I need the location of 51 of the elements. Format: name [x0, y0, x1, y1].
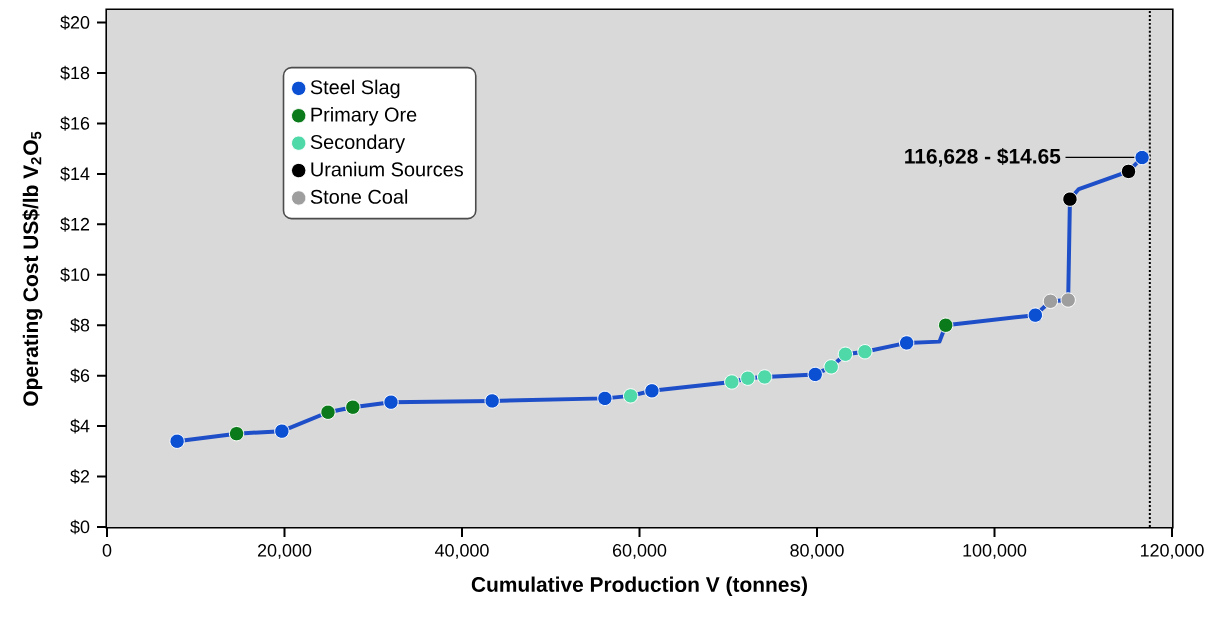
y-tick-label: $4: [70, 418, 90, 434]
point: [740, 370, 756, 386]
legend-label: Stone Coal: [310, 189, 408, 204]
legend-label: Primary Ore: [311, 107, 417, 126]
x-axis-title: Cumulative Production V (tonnes): [471, 576, 807, 597]
y-tick-label: $20: [60, 15, 90, 30]
x-tick-label: 0: [102, 544, 112, 557]
point: [724, 374, 740, 390]
point: [1134, 149, 1150, 166]
legend-label: Steel Slag: [310, 79, 400, 99]
point: [383, 394, 399, 410]
point: [622, 388, 639, 404]
point: [1062, 191, 1078, 207]
point: [938, 317, 954, 333]
y-tick-label: $18: [60, 65, 90, 81]
y-tick-label: $16: [60, 116, 90, 131]
y-tick-label: $0: [70, 519, 90, 535]
x-tick-label: 120,000: [1140, 544, 1204, 559]
y-tick-label: $8: [70, 317, 90, 333]
y-tick-label: $14: [60, 166, 90, 182]
legend-label: Secondary: [310, 134, 406, 154]
y-tick-label: $6: [70, 368, 90, 383]
x-tick-label: 100,000: [963, 544, 1027, 559]
y-tick-label: $2: [70, 469, 90, 484]
point: [1027, 307, 1044, 323]
point: [274, 423, 290, 439]
point: [807, 366, 823, 383]
legend-label: Uranium Sources: [311, 161, 464, 177]
point: [1120, 163, 1137, 180]
annotation: 116,628 - $14.65: [905, 147, 1061, 167]
point: [756, 369, 773, 385]
y-tick-label: $12: [60, 217, 90, 232]
point: [837, 346, 854, 362]
point: [644, 383, 660, 399]
x-tick-label: 40,000: [434, 544, 489, 559]
point: [169, 433, 185, 449]
point: [597, 390, 613, 407]
point: [345, 399, 361, 415]
point: [1060, 292, 1076, 308]
point: [823, 359, 839, 375]
point: [484, 393, 500, 409]
x-tick-label: 20,000: [257, 544, 312, 559]
point: [320, 404, 336, 420]
point: [857, 344, 873, 360]
point: [228, 426, 245, 442]
point: [898, 335, 915, 351]
point: [1042, 293, 1059, 309]
y-axis-title: Operating Cost US$/lb V$_{2}$O$_{5}$: [22, 131, 43, 406]
y-tick-label: $10: [60, 267, 90, 283]
x-tick-label: 60,000: [612, 544, 667, 559]
x-tick-label: 80,000: [790, 544, 844, 559]
